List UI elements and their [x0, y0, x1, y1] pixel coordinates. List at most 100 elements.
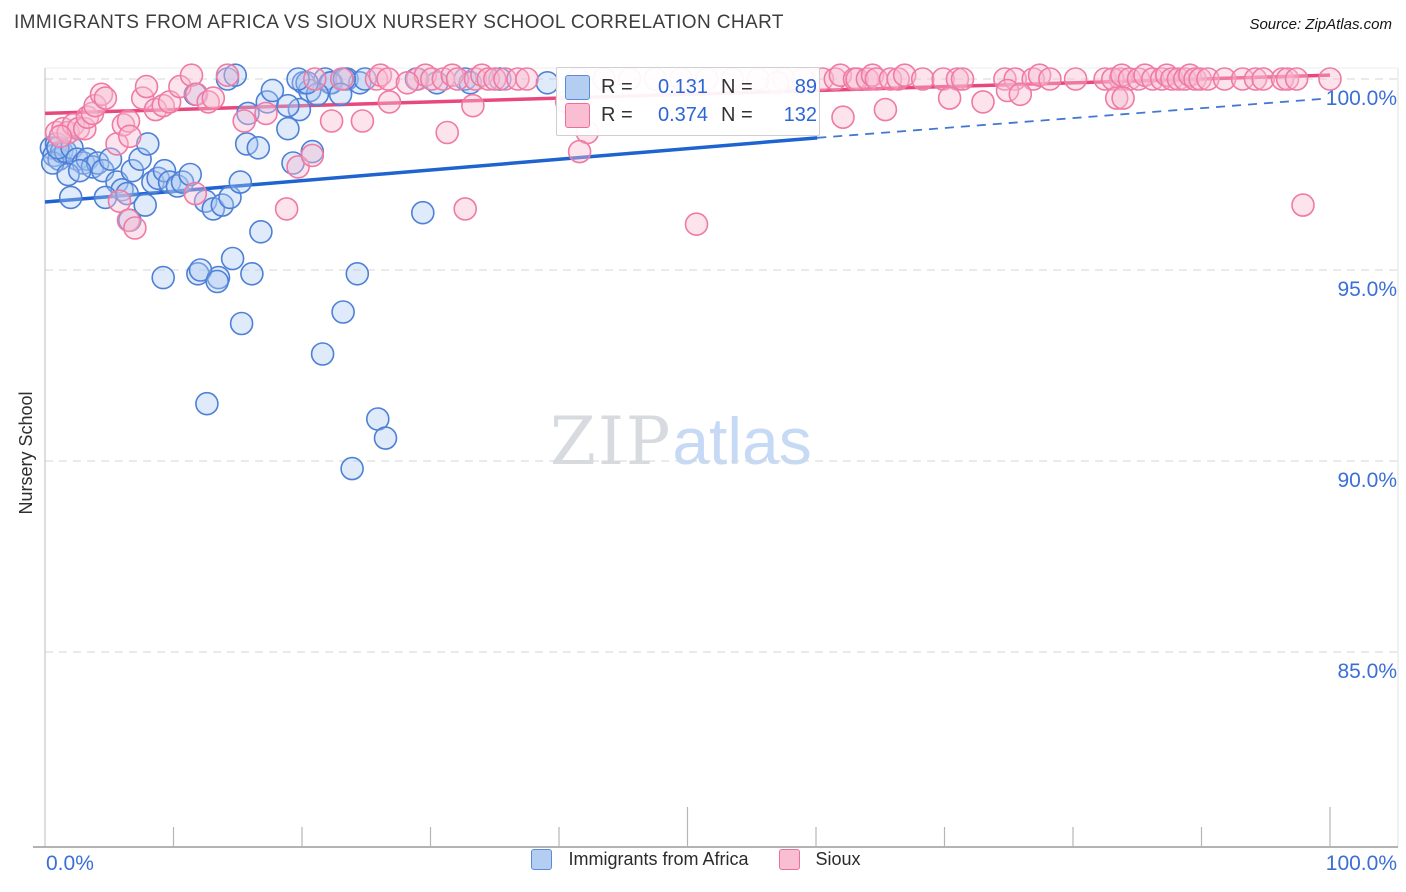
scatter-point-pink[interactable]	[376, 67, 400, 91]
scatter-point-blue[interactable]	[340, 456, 364, 481]
scatter-point-pink[interactable]	[435, 120, 460, 145]
scatter-point-blue[interactable]	[240, 261, 264, 286]
scatter-point-pink[interactable]	[831, 105, 855, 129]
scatter-point-blue[interactable]	[58, 185, 83, 210]
scatter-point-blue[interactable]	[205, 269, 229, 294]
scatter-point-blue[interactable]	[410, 200, 435, 225]
scatter-point-pink[interactable]	[1270, 67, 1295, 91]
scatter-point-pink[interactable]	[377, 90, 402, 114]
scatter-point-pink[interactable]	[1183, 67, 1207, 91]
scatter-point-pink[interactable]	[950, 67, 975, 91]
scatter-point-pink[interactable]	[302, 67, 327, 91]
scatter-point-pink[interactable]	[1008, 82, 1033, 107]
scatter-point-pink[interactable]	[395, 71, 420, 95]
scatter-point-pink[interactable]	[878, 67, 903, 91]
scatter-point-pink[interactable]	[350, 109, 375, 133]
scatter-point-pink[interactable]	[476, 67, 501, 91]
scatter-point-pink[interactable]	[506, 67, 530, 91]
scatter-point-blue[interactable]	[260, 78, 285, 103]
scatter-point-pink[interactable]	[937, 86, 962, 110]
scatter-point-blue[interactable]	[276, 93, 300, 118]
scatter-point-pink[interactable]	[215, 63, 240, 87]
scatter-point-pink[interactable]	[1291, 193, 1315, 217]
scatter-point-pink[interactable]	[886, 67, 911, 91]
scatter-point-pink[interactable]	[1318, 67, 1342, 91]
scatter-point-blue[interactable]	[93, 185, 118, 210]
scatter-point-pink[interactable]	[300, 143, 325, 168]
scatter-point-pink[interactable]	[118, 124, 142, 149]
scatter-point-blue[interactable]	[246, 136, 271, 160]
scatter-point-pink[interactable]	[319, 109, 344, 133]
scatter-point-pink[interactable]	[892, 63, 917, 87]
scatter-point-pink[interactable]	[1003, 67, 1028, 91]
scatter-point-pink[interactable]	[107, 189, 132, 213]
scatter-point-blue[interactable]	[67, 158, 92, 183]
scatter-point-pink[interactable]	[1111, 86, 1135, 110]
scatter-point-blue[interactable]	[128, 147, 152, 171]
scatter-point-pink[interactable]	[1140, 67, 1165, 91]
scatter-point-pink[interactable]	[445, 67, 470, 91]
scatter-point-pink[interactable]	[470, 63, 494, 87]
scatter-point-pink[interactable]	[89, 82, 114, 107]
scatter-point-pink[interactable]	[1275, 67, 1300, 91]
scatter-point-pink[interactable]	[1021, 67, 1045, 91]
scatter-point-pink[interactable]	[1038, 67, 1062, 91]
scatter-point-pink[interactable]	[567, 139, 592, 164]
scatter-point-pink[interactable]	[1243, 67, 1268, 91]
scatter-point-pink[interactable]	[971, 90, 995, 114]
legend-swatch-sioux[interactable]	[778, 849, 800, 870]
scatter-point-pink[interactable]	[134, 74, 159, 99]
scatter-point-pink[interactable]	[515, 67, 539, 91]
scatter-point-pink[interactable]	[48, 124, 73, 149]
scatter-point-blue[interactable]	[286, 67, 310, 91]
scatter-point-pink[interactable]	[1284, 67, 1309, 91]
scatter-point-pink[interactable]	[1196, 67, 1220, 91]
scatter-point-pink[interactable]	[183, 181, 208, 206]
scatter-point-blue[interactable]	[133, 193, 157, 217]
scatter-point-blue[interactable]	[373, 426, 398, 450]
scatter-point-blue[interactable]	[229, 311, 254, 336]
scatter-point-blue[interactable]	[178, 162, 202, 187]
scatter-point-blue[interactable]	[195, 391, 219, 416]
scatter-point-pink[interactable]	[1063, 67, 1088, 91]
legend-label-immigrants[interactable]: Immigrants from Africa	[568, 849, 749, 869]
scatter-point-pink[interactable]	[910, 67, 935, 91]
scatter-point-pink[interactable]	[123, 216, 147, 240]
scatter-point-pink[interactable]	[873, 97, 898, 122]
scatter-point-blue[interactable]	[249, 220, 273, 244]
scatter-point-pink[interactable]	[684, 212, 709, 236]
scatter-point-pink[interactable]	[1104, 86, 1129, 110]
scatter-point-blue[interactable]	[151, 265, 175, 290]
scatter-point-pink[interactable]	[93, 86, 118, 110]
scatter-point-pink[interactable]	[995, 78, 1020, 103]
scatter-point-pink[interactable]	[151, 93, 175, 118]
scatter-point-pink[interactable]	[1230, 67, 1255, 91]
scatter-point-blue[interactable]	[120, 158, 145, 183]
legend-swatch-immigrants[interactable]	[531, 849, 553, 870]
scatter-point-pink[interactable]	[116, 208, 141, 233]
scatter-point-pink[interactable]	[860, 63, 885, 87]
scatter-point-pink[interactable]	[329, 67, 354, 91]
scatter-point-pink[interactable]	[461, 93, 485, 118]
scatter-point-pink[interactable]	[1160, 67, 1184, 91]
scatter-point-pink[interactable]	[179, 63, 204, 87]
scatter-point-blue[interactable]	[276, 116, 300, 141]
scatter-point-pink[interactable]	[254, 101, 278, 126]
scatter-point-blue[interactable]	[345, 261, 370, 286]
scatter-point-pink[interactable]	[1212, 67, 1237, 91]
legend-label-sioux[interactable]: Sioux	[815, 849, 861, 869]
scatter-point-pink[interactable]	[1188, 67, 1212, 91]
scatter-point-pink[interactable]	[453, 197, 478, 221]
scatter-point-blue[interactable]	[310, 342, 335, 366]
scatter-point-blue[interactable]	[223, 63, 247, 87]
scatter-point-blue[interactable]	[220, 246, 245, 271]
scatter-point-blue[interactable]	[331, 300, 355, 324]
scatter-point-pink[interactable]	[274, 197, 299, 221]
scatter-point-pink[interactable]	[232, 109, 256, 133]
scatter-point-blue[interactable]	[188, 258, 213, 282]
scatter-point-blue[interactable]	[228, 170, 253, 194]
scatter-point-blue[interactable]	[152, 158, 177, 183]
scatter-point-blue[interactable]	[98, 147, 123, 171]
scatter-point-pink[interactable]	[463, 67, 488, 91]
scatter-point-pink[interactable]	[1251, 67, 1275, 91]
